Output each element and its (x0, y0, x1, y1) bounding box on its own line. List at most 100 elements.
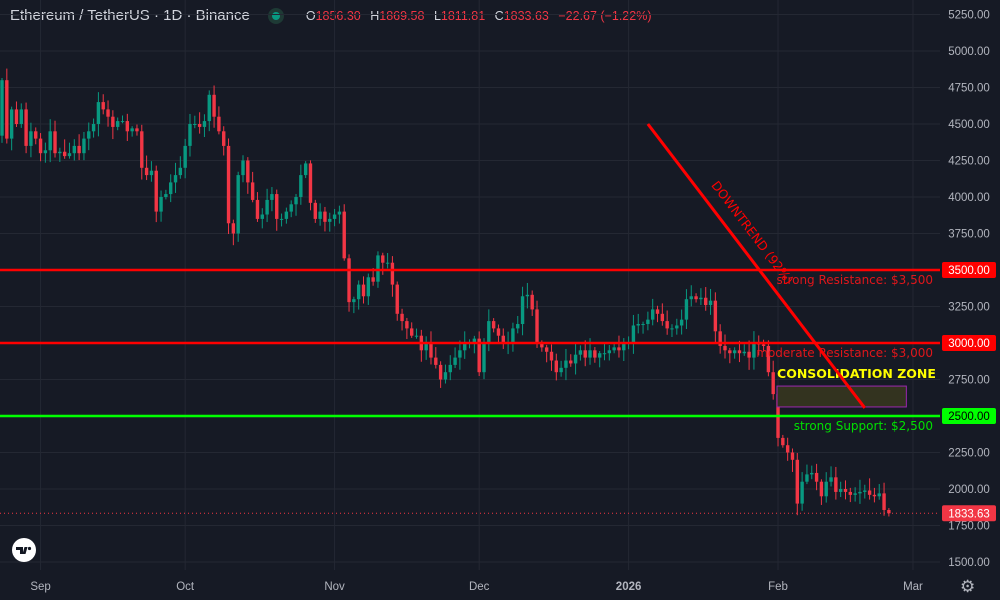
candle-body (390, 262, 395, 285)
candle-body (689, 296, 693, 300)
candle-body (48, 131, 52, 151)
candle-body (38, 138, 43, 154)
y-tick-label: 2000.00 (948, 484, 990, 496)
candle-body (82, 138, 86, 154)
candle-body (342, 211, 346, 259)
level-label-2500: strong Support: $2,500 (794, 419, 933, 433)
current-price-tag-label: 1833.63 (948, 508, 990, 520)
candle-body (641, 324, 645, 326)
candle-body (303, 163, 308, 176)
candle-body (135, 128, 139, 132)
candle-body (814, 472, 819, 482)
candle-body (800, 481, 804, 504)
candle-body (169, 182, 173, 195)
candle-body (438, 364, 443, 380)
candle-body (723, 345, 727, 351)
level-label-3000: moderate Resistance: $3,000 (756, 346, 933, 360)
candle-body (530, 294, 534, 310)
candle-body (853, 493, 857, 495)
candle-body (622, 343, 626, 351)
symbol-title[interactable]: Ethereum / TetherUS · 1D · Binance (10, 7, 250, 24)
downtrend-line (646, 123, 866, 409)
candle-body (863, 490, 867, 492)
low-value: 1811.81 (440, 8, 486, 23)
candle-body (728, 350, 732, 354)
x-tick-label: Sep (30, 581, 50, 593)
y-tick-label: 3250.00 (948, 302, 990, 314)
open-label: O (305, 8, 316, 23)
candle-body (766, 345, 771, 373)
candle-body (120, 121, 125, 123)
candle-body (410, 328, 414, 336)
x-tick-label: Dec (469, 581, 490, 593)
candle-body (323, 211, 327, 222)
y-tick-label: 5250.00 (948, 10, 990, 22)
candle-body (670, 328, 674, 330)
candle-body (352, 299, 356, 303)
candle-body (24, 109, 28, 146)
candle-body (144, 167, 149, 176)
x-tick-label: Mar (903, 581, 923, 593)
candle-body (718, 331, 722, 346)
candle-body (77, 145, 81, 154)
y-tick-label: 5000.00 (948, 46, 990, 58)
candle-body (67, 153, 72, 157)
candle-body (284, 211, 289, 219)
candle-body (308, 163, 313, 203)
gear-icon[interactable]: ⚙ (960, 577, 976, 596)
current-price-tag (942, 505, 996, 522)
high-value: 1869.58 (379, 8, 425, 23)
candle-body (405, 321, 409, 329)
candle-body (43, 150, 48, 154)
candle-body (665, 321, 669, 329)
candle-body (544, 347, 549, 352)
close-value: 1833.63 (503, 8, 549, 23)
candle-body (636, 324, 640, 326)
candle-body (781, 437, 785, 446)
candle-body (583, 350, 587, 358)
y-tick-label: 2250.00 (948, 448, 990, 460)
x-tick-label: Oct (176, 581, 195, 593)
close-label: C (494, 8, 504, 23)
candle-body (313, 202, 317, 219)
candle-body (424, 343, 428, 351)
candle-body (34, 131, 38, 139)
candle-body (593, 350, 597, 358)
candle-body (366, 277, 371, 297)
candle-body (260, 214, 264, 219)
candle-body (559, 367, 563, 373)
candle-body (106, 109, 110, 117)
candle-body (328, 218, 332, 222)
candle-body (332, 214, 337, 219)
candle-body (241, 160, 245, 176)
candle-body (130, 128, 134, 132)
axis-tag-3000 (942, 335, 996, 351)
candle-body (400, 313, 404, 322)
candle-body (684, 299, 689, 320)
candle-body (149, 170, 154, 176)
candle-body (53, 131, 57, 154)
candle-body (5, 80, 9, 139)
y-tick-label: 4250.00 (948, 156, 990, 168)
candle-body (501, 335, 505, 343)
candle-body (713, 300, 718, 332)
candle-body (337, 211, 342, 215)
candle-body (197, 124, 202, 127)
candle-body (14, 109, 19, 124)
candle-body (829, 477, 833, 482)
candle-body (453, 357, 457, 365)
candle-body (785, 445, 790, 453)
candle-body (0, 80, 4, 136)
tradingview-logo-icon[interactable] (10, 538, 38, 562)
candle-body (371, 277, 375, 282)
candle-body (631, 325, 636, 343)
candle-body (569, 360, 573, 364)
candle-body (72, 145, 76, 154)
candle-body (222, 131, 226, 146)
candle-body (578, 350, 583, 355)
candle-body (660, 313, 665, 322)
candle-body (246, 160, 250, 183)
candle-body (491, 321, 496, 329)
candle-body (58, 151, 62, 154)
